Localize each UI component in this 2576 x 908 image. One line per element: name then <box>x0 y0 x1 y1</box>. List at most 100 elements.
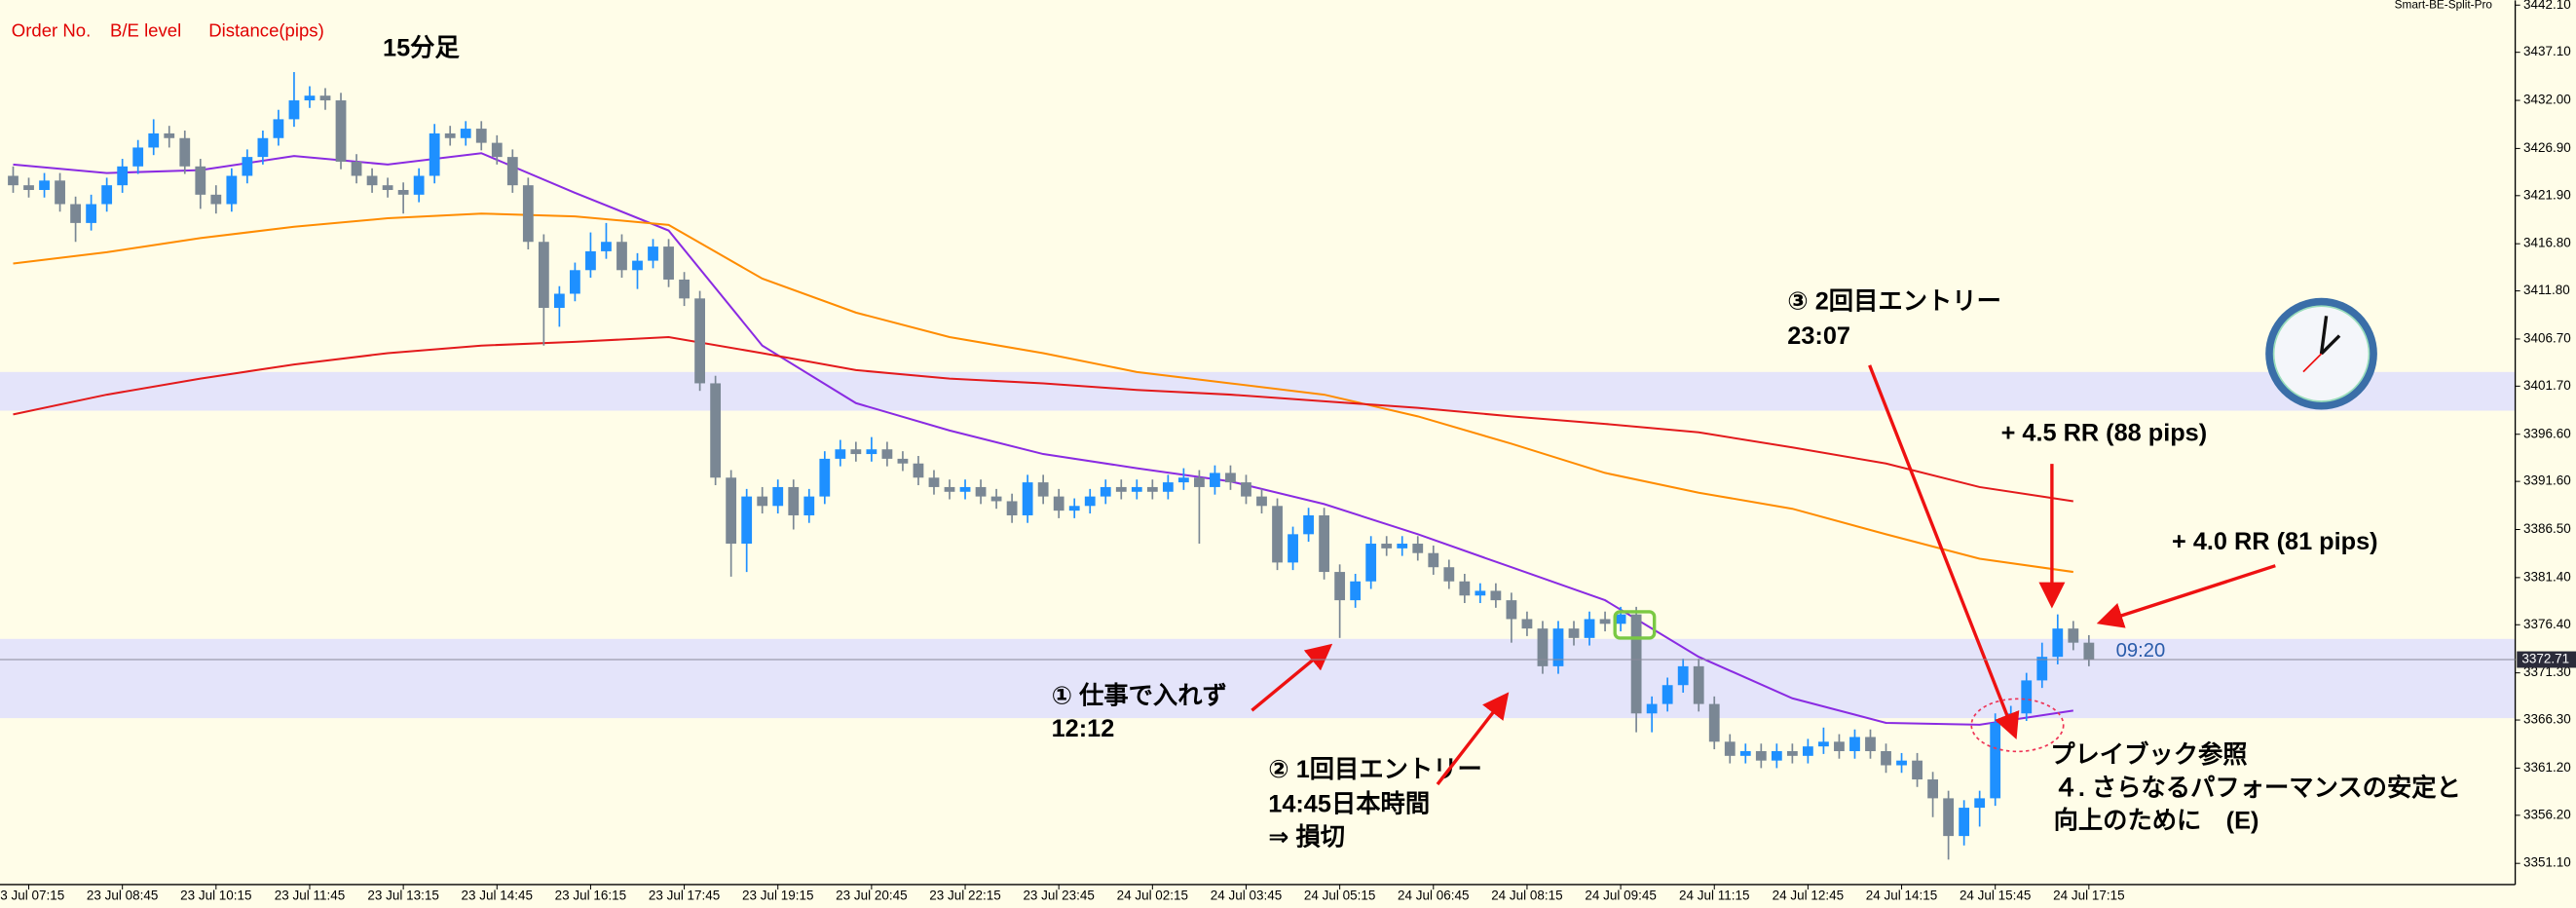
candle-body <box>413 175 425 195</box>
candle-body <box>1288 534 1298 563</box>
candle-body <box>1100 486 1111 497</box>
candle-body <box>881 449 893 459</box>
candle-body <box>741 496 753 545</box>
clock-icon <box>2265 297 2377 410</box>
candle-body <box>1146 486 1158 492</box>
current-price-box <box>2517 651 2576 668</box>
x-tick-label: 23 Jul 17:45 <box>649 888 720 902</box>
candle-body <box>2068 628 2079 643</box>
candle-body <box>460 129 471 138</box>
candle-body <box>1802 746 1813 756</box>
candle-body <box>1661 685 1673 704</box>
candle-body <box>86 204 97 223</box>
candle-body <box>1006 501 1018 515</box>
annotation: 向上のために (E) <box>2054 807 2259 835</box>
candle-body <box>1334 572 1346 601</box>
annotation: 23:07 <box>1787 322 1850 350</box>
candle-body <box>288 100 300 120</box>
candle-body <box>1381 544 1393 549</box>
candle-body <box>1786 750 1798 756</box>
candle-body <box>1865 737 1876 751</box>
y-tick-label: 3421.90 <box>2523 187 2571 202</box>
candle-body <box>648 246 658 261</box>
chart-title: 15分足 <box>383 35 460 62</box>
x-tick-label: 23 Jul 11:45 <box>275 888 345 902</box>
candle-body <box>1615 614 1626 624</box>
annotation: + 4.5 RR (88 pips) <box>2001 419 2208 446</box>
x-tick-label: 23 Jul 22:15 <box>929 888 1000 902</box>
price-zone <box>0 371 2516 411</box>
candle-body <box>1552 628 1564 666</box>
x-tick-label: 23 Jul 07:15 <box>0 888 64 902</box>
candle-body <box>1428 552 1439 568</box>
candle-body <box>835 449 846 459</box>
candle-body <box>1397 544 1408 549</box>
candle-body <box>8 175 19 186</box>
candle-body <box>726 477 737 545</box>
candle-body <box>1990 722 2001 799</box>
candle-body <box>679 279 690 299</box>
annotation: ③ 2回目エントリー <box>1787 287 2001 315</box>
indicator-name: Smart-BE-Split-Pro <box>2395 0 2493 12</box>
candle-body <box>913 463 924 478</box>
annotation: + 4.0 RR (81 pips) <box>2172 528 2378 555</box>
candle-body <box>475 129 487 143</box>
x-tick-label: 23 Jul 13:15 <box>367 888 438 902</box>
candle-body <box>164 132 175 138</box>
y-tick-label: 3411.80 <box>2523 283 2570 297</box>
candle-body <box>429 132 440 176</box>
candle-body <box>1755 750 1767 761</box>
y-tick-label: 3361.20 <box>2523 760 2571 775</box>
annotation: ４. さらなるパフォーマンスの安定と <box>2054 774 2461 802</box>
candle-body <box>226 175 238 205</box>
y-tick-label: 3396.60 <box>2523 426 2571 440</box>
candle-body <box>819 458 831 497</box>
candle-body <box>944 486 955 492</box>
candle-body <box>382 185 393 191</box>
candle-body <box>2052 628 2064 658</box>
candle-body <box>2021 680 2033 714</box>
candle-body <box>1068 506 1080 511</box>
header-label: B/E level <box>110 19 181 40</box>
candle-body <box>1849 737 1860 751</box>
x-tick-label: 23 Jul 19:15 <box>742 888 813 902</box>
candle-body <box>975 486 987 497</box>
candle-body <box>2036 657 2048 681</box>
candle-body <box>1537 628 1549 666</box>
y-tick-label: 3356.20 <box>2523 807 2571 821</box>
y-tick-label: 3426.90 <box>2523 140 2571 155</box>
candle-body <box>273 119 284 138</box>
candle-body <box>1022 482 1033 515</box>
x-tick-label: 23 Jul 23:45 <box>1023 888 1094 902</box>
candle-body <box>772 486 784 507</box>
annotation: 09:20 <box>2116 640 2166 662</box>
candle-body <box>1490 590 1502 601</box>
candle-body <box>70 204 81 223</box>
candle-body <box>959 486 971 492</box>
candle-body <box>1724 741 1736 756</box>
y-tick-label: 3416.80 <box>2523 236 2571 250</box>
highlight-ellipse <box>1970 698 2065 753</box>
candle-body <box>1115 486 1127 492</box>
candle-body <box>1959 808 1970 837</box>
candle-body <box>616 242 627 271</box>
candle-body <box>1459 581 1471 596</box>
candle-body <box>990 496 1002 502</box>
candle-body <box>210 194 222 205</box>
y-tick-label: 3371.30 <box>2523 664 2571 679</box>
header-label: Distance(pips) <box>208 19 324 40</box>
annotation: 12:12 <box>1052 715 1115 742</box>
candle-body <box>1084 496 1096 507</box>
moving-average <box>13 336 2073 503</box>
candle-body <box>1584 619 1595 638</box>
candle-body <box>663 246 674 280</box>
candle-body <box>1412 544 1424 553</box>
x-tick-label: 24 Jul 14:15 <box>1866 888 1937 902</box>
x-tick-label: 23 Jul 20:45 <box>836 888 907 902</box>
x-tick-label: 24 Jul 08:15 <box>1491 888 1562 902</box>
candle-body <box>1881 750 1891 766</box>
candle-body <box>55 180 65 205</box>
candle-body <box>522 185 534 243</box>
arrows <box>1251 364 2276 786</box>
